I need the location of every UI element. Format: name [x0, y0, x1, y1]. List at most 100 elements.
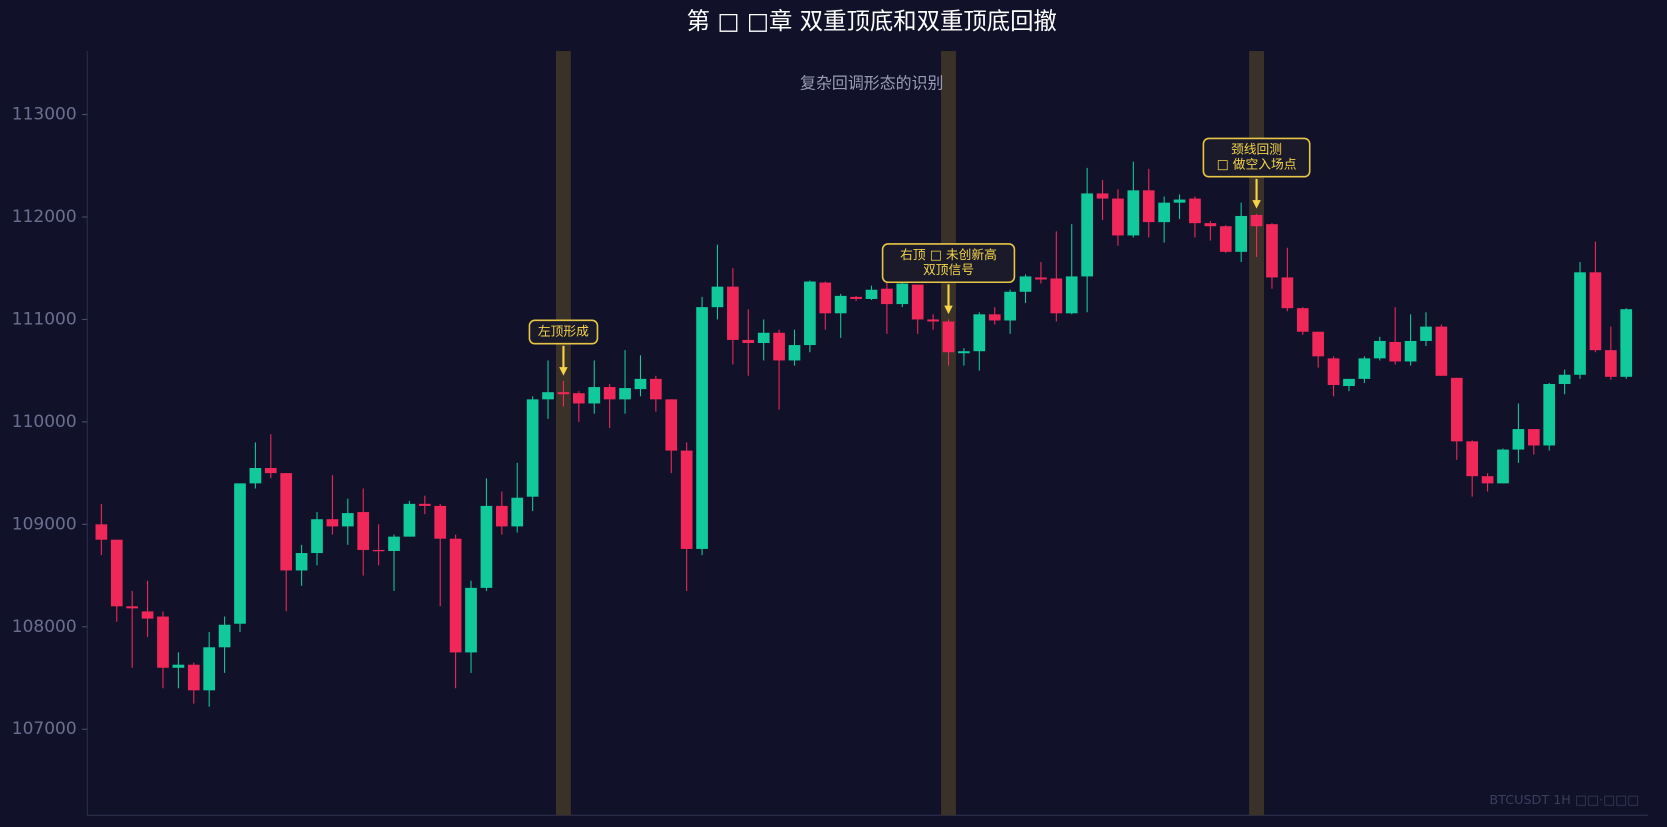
candle-body	[988, 314, 1001, 321]
candle-body	[1327, 358, 1340, 386]
annotation-box	[528, 319, 599, 345]
annotation-text: □ 做空入场点	[1217, 158, 1297, 173]
candle-body	[1158, 202, 1170, 223]
annotation-arrowhead	[559, 367, 568, 376]
candle-body	[680, 450, 693, 549]
candle-body	[634, 378, 647, 390]
candle-body	[542, 392, 554, 400]
candle-body	[172, 664, 185, 668]
candle-body	[280, 473, 293, 571]
candle-body	[95, 524, 108, 540]
candle-body	[157, 616, 169, 668]
candle-body	[603, 387, 616, 400]
candle-body	[495, 505, 508, 527]
candle-body	[650, 378, 662, 400]
candle-body	[1558, 374, 1571, 384]
y-tick-label: 109000	[12, 514, 77, 534]
candle-body	[203, 647, 216, 691]
candle-body	[1358, 358, 1371, 379]
candle-body	[1204, 223, 1217, 227]
candle-body	[588, 387, 601, 404]
candle-body	[927, 319, 939, 322]
candle-body	[1096, 193, 1109, 199]
candle-body	[911, 284, 924, 320]
candle-body	[1312, 331, 1325, 357]
candle-body	[264, 467, 277, 474]
y-tick-label: 113000	[12, 105, 77, 125]
candle-body	[696, 307, 708, 549]
annotation-arrowhead	[1252, 200, 1261, 209]
annotation-text: 颈线回测	[1231, 143, 1282, 158]
highlight-band	[1249, 51, 1265, 816]
candle-body	[727, 286, 739, 340]
candle-body	[573, 393, 585, 404]
candle-body	[372, 549, 385, 552]
annotation-box	[881, 243, 1016, 284]
plot: 107000 108000 109000 110000 111000 112000 1130…	[12, 105, 1633, 739]
candle-body	[757, 332, 770, 344]
candle-body	[1219, 226, 1232, 252]
y-tick-label: 110000	[12, 412, 77, 432]
candle-body	[819, 282, 832, 314]
candle-body	[1065, 276, 1078, 314]
candle-body	[1481, 476, 1494, 484]
candle-body	[1404, 340, 1417, 362]
chart-subtitle: 复杂回调形态的识别	[800, 73, 943, 92]
candle-body	[1127, 190, 1140, 236]
candle-body	[1296, 308, 1309, 332]
candle-body	[1173, 199, 1186, 203]
candle-body	[1466, 441, 1479, 477]
candle-body	[341, 513, 354, 527]
candle-body	[1543, 383, 1556, 446]
candle-body	[418, 503, 431, 506]
candle-body	[1189, 198, 1201, 224]
candle-body	[804, 281, 816, 346]
candle-body	[1527, 429, 1540, 446]
annotation-box	[1202, 137, 1311, 178]
bands	[556, 51, 1265, 816]
candle-body	[326, 519, 339, 527]
candle-body	[511, 497, 524, 527]
candle-body	[788, 345, 801, 361]
candle-body	[865, 289, 878, 299]
candle-body	[665, 399, 678, 451]
annotation-arrowhead	[944, 305, 953, 315]
candle-body	[1266, 224, 1278, 278]
candle-body	[480, 505, 493, 588]
candle-body	[1343, 378, 1355, 387]
candle-body	[973, 314, 986, 352]
candle-body	[834, 295, 847, 314]
candle-body	[1574, 272, 1586, 375]
candle-body	[187, 664, 200, 691]
annotation-text: 右顶 □ 未创新高	[900, 247, 997, 263]
candle-body	[1250, 214, 1263, 227]
y-tick-label: 111000	[12, 309, 77, 329]
candle-body	[1281, 277, 1294, 309]
watermark: BTCUSDT 1H □□·□□□	[1489, 793, 1639, 808]
candle-body	[557, 392, 570, 395]
candle-body	[403, 503, 416, 537]
annotation-text: 双顶信号	[923, 263, 974, 278]
candle-body	[218, 624, 231, 648]
candle-body	[1142, 190, 1155, 223]
candle-body	[434, 505, 447, 539]
candle-body	[1389, 341, 1402, 362]
candle-body	[896, 283, 909, 305]
candle-body	[742, 339, 755, 344]
candle-body	[1604, 350, 1617, 377]
candle-body	[881, 288, 893, 305]
candle-body	[1004, 291, 1016, 321]
candle-body	[1620, 309, 1633, 377]
candle-body	[465, 587, 477, 653]
candle-body	[958, 351, 970, 354]
candle-body	[1235, 215, 1248, 252]
candle-body	[1589, 272, 1602, 351]
candle-body	[1112, 198, 1124, 236]
candle-body	[311, 519, 323, 554]
candle-body	[1435, 326, 1448, 376]
candle-body	[141, 611, 154, 619]
candle-body	[773, 332, 785, 361]
